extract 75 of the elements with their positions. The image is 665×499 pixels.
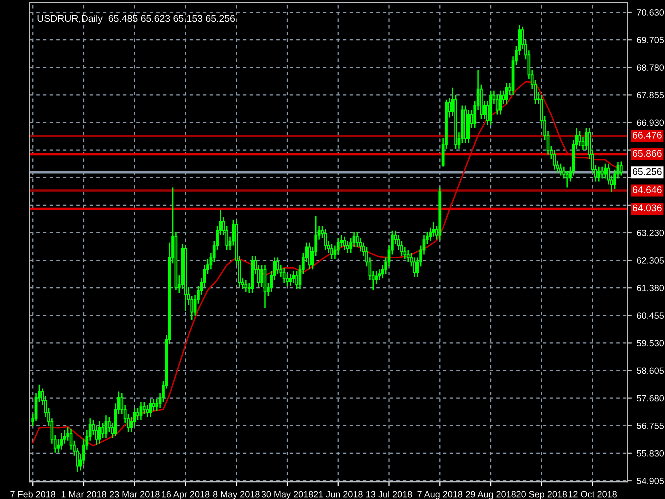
candlestick xyxy=(505,82,508,105)
x-tick-label: 7 Aug 2018 xyxy=(418,491,463,499)
candlestick xyxy=(499,90,502,116)
x-tick-label: 1 Mar 2018 xyxy=(62,491,106,498)
y-tick-label: 54.905 xyxy=(637,478,664,484)
line-series xyxy=(32,81,619,447)
candlestick xyxy=(560,163,562,176)
candlestick xyxy=(620,161,623,176)
candlestick xyxy=(244,279,248,293)
y-tick-label: 68.780 xyxy=(637,64,664,71)
ref-line-label: 66.476 xyxy=(633,132,662,139)
y-tick-label: 70.630 xyxy=(637,9,664,16)
ref-line-label: 64.036 xyxy=(633,204,662,212)
candlestick xyxy=(276,257,280,275)
x-tick-label: 13 Jul 2018 xyxy=(366,491,412,498)
candlestick xyxy=(375,270,378,286)
candlestick xyxy=(604,163,607,180)
candlestick xyxy=(292,270,296,284)
candlestick xyxy=(496,94,499,116)
candlestick xyxy=(566,170,569,188)
ref-line-label: 64.646 xyxy=(633,186,662,194)
candlestick xyxy=(432,221,436,238)
y-tick-label: 66.930 xyxy=(637,120,664,126)
text: USDRUR,Daily 65.485 65.623 65.153 65.256 xyxy=(38,14,236,24)
candlestick xyxy=(356,232,359,248)
candlestick xyxy=(406,250,410,263)
candlestick xyxy=(343,236,346,251)
x-tick-label: 21 Jun 2018 xyxy=(314,491,363,498)
candlestick xyxy=(324,228,328,251)
x-tick-label: 8 May 2018 xyxy=(213,491,260,499)
candlestick xyxy=(598,166,601,182)
candlestick xyxy=(102,422,105,439)
candlestick xyxy=(142,402,146,415)
candlestick xyxy=(66,426,70,442)
candlestick xyxy=(136,408,140,421)
candlestick xyxy=(98,420,102,445)
candlestick xyxy=(413,257,416,278)
y-tick-label: 63.230 xyxy=(637,230,664,236)
y-tick-label: 59.530 xyxy=(637,340,664,347)
candlestick xyxy=(296,270,298,290)
ref-line-label: 65.866 xyxy=(633,150,662,158)
x-tick-label: 12 Oct 2018 xyxy=(568,491,617,498)
candlestick xyxy=(289,273,292,287)
candlestick xyxy=(346,240,350,254)
candlestick xyxy=(553,150,556,170)
x-tick-label: 16 Apr 2018 xyxy=(162,491,210,499)
y-tick-label: 61.380 xyxy=(637,285,664,292)
y-tick-label: 67.855 xyxy=(637,92,664,99)
candlestick xyxy=(60,432,64,450)
y-tick-label: 58.605 xyxy=(637,368,664,374)
candlestick xyxy=(330,244,334,260)
candlestick xyxy=(104,414,108,439)
candlestick xyxy=(152,398,156,412)
x-tick-label: 20 Sep 2018 xyxy=(516,491,568,499)
x-tick-label: 7 Feb 2018 xyxy=(10,491,56,498)
ref-line-label: 65.256 xyxy=(633,168,662,176)
candlestick xyxy=(149,398,152,418)
x-tick-label: 30 May 2018 xyxy=(262,491,314,499)
candlestick xyxy=(378,269,382,281)
candlestick xyxy=(282,268,286,284)
y-tick-label: 56.755 xyxy=(637,422,664,430)
candlestick xyxy=(336,238,340,256)
candlestick xyxy=(578,130,582,147)
y-tick-label: 69.705 xyxy=(637,37,664,44)
x-tick-label: 29 Aug 2018 xyxy=(466,491,516,499)
y-tick-label: 55.830 xyxy=(637,450,664,457)
candlestick xyxy=(140,402,143,421)
candlestick xyxy=(260,264,264,288)
x-tick-label: 23 Mar 2018 xyxy=(110,491,160,498)
candlestick xyxy=(584,127,588,152)
y-tick-label: 57.680 xyxy=(637,395,664,402)
y-tick-label: 62.305 xyxy=(637,258,664,264)
candlestick xyxy=(600,166,604,180)
y-tick-label: 60.455 xyxy=(637,312,664,320)
candlestick xyxy=(146,404,150,418)
